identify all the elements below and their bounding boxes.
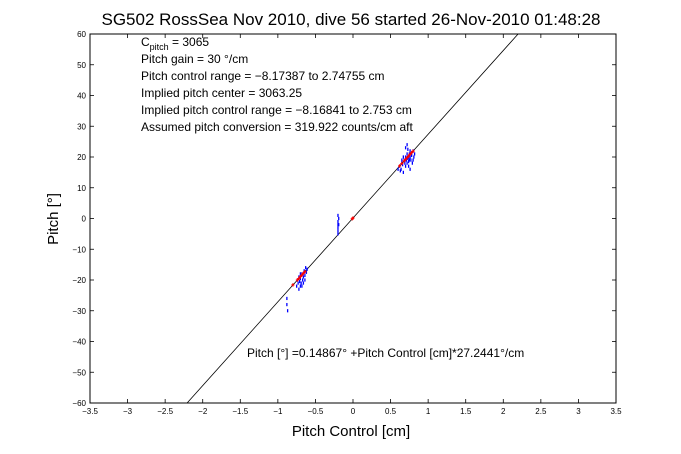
x-tick-label: −0.5 xyxy=(308,407,324,416)
x-tick-label: 1 xyxy=(426,407,431,416)
y-tick-label: 30 xyxy=(77,122,86,131)
y-tick-label: 40 xyxy=(77,92,86,101)
annotation-line: Assumed pitch conversion = 319.922 count… xyxy=(141,120,413,134)
y-tick-label: −10 xyxy=(72,245,86,254)
x-tick-label: 3.5 xyxy=(610,407,622,416)
annotation-line: Cpitch = 3065 xyxy=(141,35,209,52)
annotation-line: Implied pitch control range = −8.16841 t… xyxy=(141,103,412,117)
x-tick-label: −3 xyxy=(123,407,133,416)
y-tick-label: 0 xyxy=(82,215,87,224)
x-tick-label: 1.5 xyxy=(460,407,472,416)
x-tick-label: −3.5 xyxy=(82,407,98,416)
x-tick-label: −2.5 xyxy=(157,407,173,416)
annotation-line: Pitch gain = 30 °/cm xyxy=(141,52,248,66)
chart-title: SG502 RossSea Nov 2010, dive 56 started … xyxy=(102,10,601,29)
points-layer xyxy=(286,143,416,313)
y-tick-label: −40 xyxy=(72,338,86,347)
annotation-line: Implied pitch center = 3063.25 xyxy=(141,86,302,100)
y-tick-label: −50 xyxy=(72,368,86,377)
x-tick-label: −1.5 xyxy=(232,407,248,416)
y-tick-label: 60 xyxy=(77,30,86,39)
y-tick-label: −60 xyxy=(72,399,86,408)
y-tick-label: −20 xyxy=(72,276,86,285)
x-axis-label: Pitch Control [cm] xyxy=(292,423,410,440)
x-tick-label: 2 xyxy=(501,407,506,416)
y-tick-label: 10 xyxy=(77,184,86,193)
x-tick-label: −2 xyxy=(198,407,208,416)
x-tick-label: 0.5 xyxy=(385,407,397,416)
x-tick-label: 0 xyxy=(351,407,356,416)
y-tick-label: 50 xyxy=(77,61,86,70)
annotation-line: Pitch control range = −8.17387 to 2.7475… xyxy=(141,69,385,83)
fit-equation-label: Pitch [°] =0.14867° +Pitch Control [cm]*… xyxy=(247,346,524,360)
x-tick-label: −1 xyxy=(273,407,283,416)
x-tick-label: 2.5 xyxy=(535,407,547,416)
x-tick-label: 3 xyxy=(576,407,581,416)
ticks-layer: −3.5 −3 −2.5 −2 −1.5 −1 −0.5 0 0.5 1 1.5 2 2.5 3 3.5 −6… xyxy=(72,30,622,416)
y-tick-label: −30 xyxy=(72,307,86,316)
y-axis-label: Pitch [°] xyxy=(45,193,62,245)
y-tick-label: 20 xyxy=(77,153,86,162)
